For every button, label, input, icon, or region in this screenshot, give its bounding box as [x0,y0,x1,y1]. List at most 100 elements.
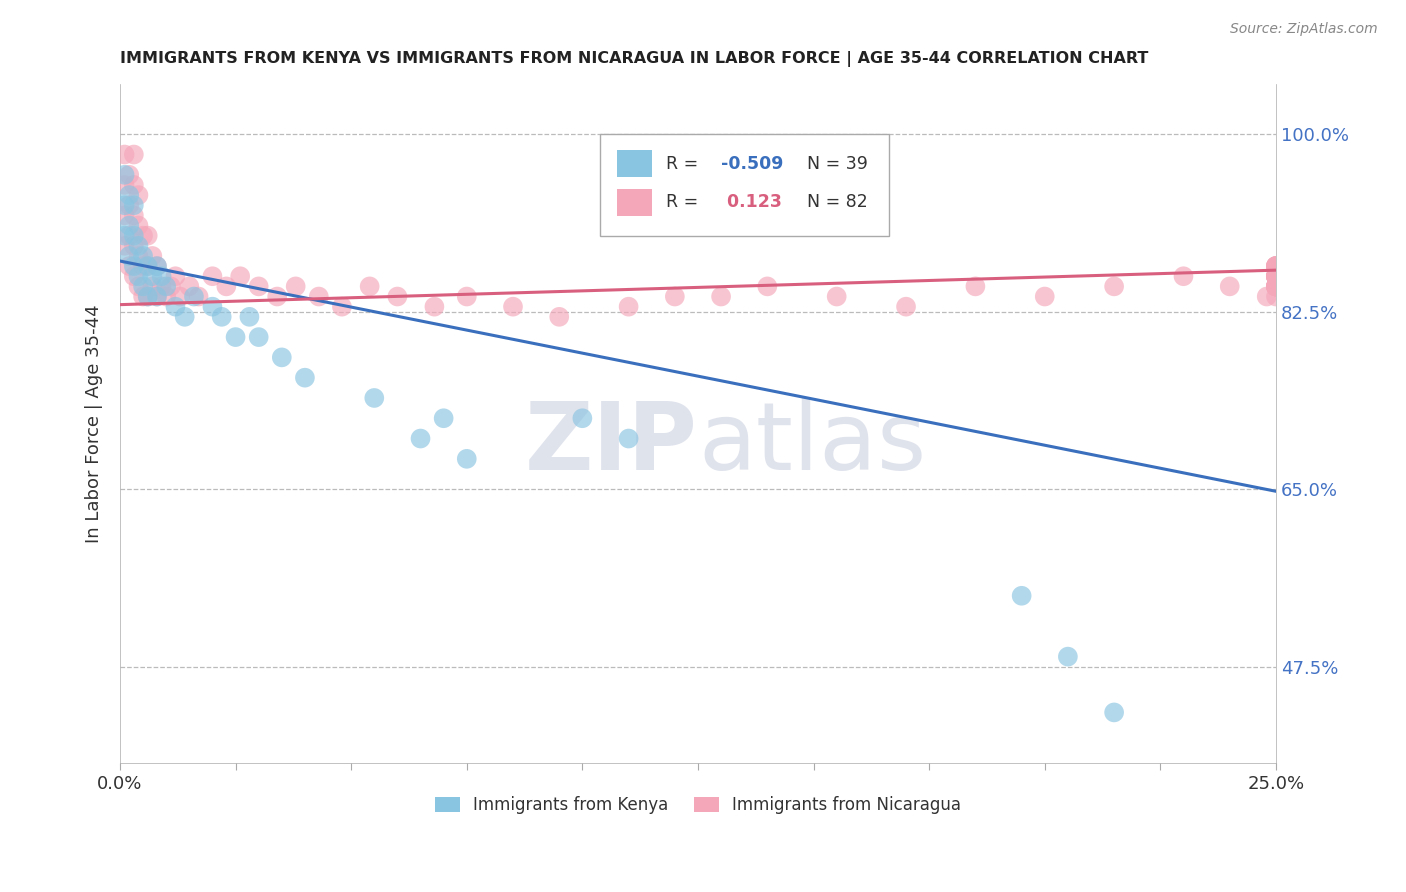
Point [127,188,149,202]
Point [308,289,330,303]
Text: IMMIGRANTS FROM KENYA VS IMMIGRANTS FROM NICARAGUA IN LABOR FORCE | AGE 35-44 CO: IMMIGRANTS FROM KENYA VS IMMIGRANTS FROM… [120,51,1149,67]
Point [114,198,136,212]
Point [146,259,169,273]
Point [173,310,195,324]
Point [456,289,478,303]
Text: Source: ZipAtlas.com: Source: ZipAtlas.com [1230,22,1378,37]
Point [122,147,145,161]
Text: N = 39: N = 39 [796,154,868,173]
Point [1265,259,1288,273]
Point [617,300,640,314]
Point [1011,589,1033,603]
Y-axis label: In Labor Force | Age 35-44: In Labor Force | Age 35-44 [86,304,103,542]
Point [1102,706,1125,720]
Point [114,168,136,182]
Point [136,289,159,303]
Point [1265,269,1288,284]
Point [225,330,247,344]
Point [179,279,201,293]
Point [266,289,288,303]
Point [1102,279,1125,293]
Point [664,289,686,303]
Point [363,391,385,405]
Point [1265,259,1288,273]
Point [238,310,260,324]
Point [330,300,353,314]
Point [1033,289,1056,303]
Point [825,289,848,303]
FancyBboxPatch shape [617,189,652,216]
Point [114,208,136,222]
Point [155,289,177,303]
Point [146,259,169,273]
Point [1265,259,1288,273]
Text: ZIP: ZIP [524,398,697,490]
Point [114,178,136,192]
Point [132,279,155,293]
Point [1219,279,1241,293]
Point [201,269,224,284]
Point [215,279,238,293]
Point [141,279,163,293]
Text: N = 82: N = 82 [796,194,868,211]
Point [965,279,987,293]
Point [141,249,163,263]
Point [155,279,177,293]
Point [165,269,187,284]
Point [1265,269,1288,284]
Point [118,188,141,202]
Text: R =: R = [665,154,703,173]
Point [118,228,141,243]
Point [270,351,292,365]
Point [122,259,145,273]
Point [1265,259,1288,273]
Point [1265,259,1288,273]
Point [122,178,145,192]
Point [1265,269,1288,284]
Point [146,289,169,303]
Text: atlas: atlas [697,398,927,490]
Point [114,228,136,243]
Point [1256,289,1278,303]
Point [118,219,141,233]
Point [247,279,270,293]
Point [127,219,149,233]
Point [1265,279,1288,293]
Point [1265,279,1288,293]
Point [387,289,409,303]
Point [146,289,169,303]
Point [548,310,571,324]
Point [114,147,136,161]
Point [1265,279,1288,293]
Point [127,269,149,284]
Text: -0.509: -0.509 [721,154,783,173]
Point [1057,649,1080,664]
Point [118,259,141,273]
Point [127,239,149,253]
Point [132,249,155,263]
Point [423,300,446,314]
Point [571,411,593,425]
Point [617,432,640,446]
Point [132,228,155,243]
Point [1265,269,1288,284]
Point [150,269,173,284]
Point [127,279,149,293]
Point [211,310,233,324]
Point [169,289,191,303]
Point [132,259,155,273]
Legend: Immigrants from Kenya, Immigrants from Nicaragua: Immigrants from Kenya, Immigrants from N… [426,789,969,822]
Point [136,228,159,243]
Point [201,300,224,314]
Point [456,451,478,466]
Point [1265,269,1288,284]
Point [118,198,141,212]
Point [118,249,141,263]
Point [284,279,307,293]
Point [1265,269,1288,284]
Point [122,239,145,253]
Point [136,259,159,273]
Point [1265,269,1288,284]
Point [1265,279,1288,293]
Point [1265,279,1288,293]
